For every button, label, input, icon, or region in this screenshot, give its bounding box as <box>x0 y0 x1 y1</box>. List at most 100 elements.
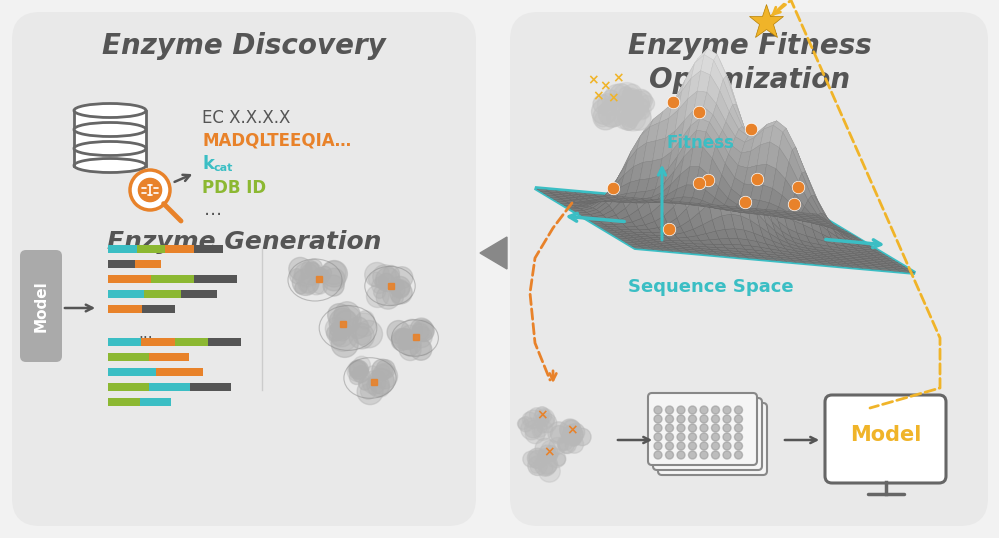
Polygon shape <box>751 254 764 258</box>
Polygon shape <box>755 209 768 211</box>
Circle shape <box>613 82 640 109</box>
Polygon shape <box>597 196 610 199</box>
Circle shape <box>693 429 701 437</box>
Circle shape <box>710 452 718 460</box>
Polygon shape <box>821 258 833 260</box>
Polygon shape <box>804 200 817 217</box>
Polygon shape <box>623 192 636 200</box>
Polygon shape <box>766 244 779 251</box>
Circle shape <box>335 310 358 334</box>
Polygon shape <box>658 152 671 176</box>
Circle shape <box>723 424 731 432</box>
Polygon shape <box>677 126 690 156</box>
Circle shape <box>629 98 649 117</box>
Circle shape <box>349 361 367 379</box>
Polygon shape <box>680 147 693 174</box>
Polygon shape <box>654 216 667 228</box>
Polygon shape <box>613 201 626 202</box>
Circle shape <box>711 433 719 441</box>
Polygon shape <box>750 185 763 201</box>
Polygon shape <box>635 185 648 209</box>
Polygon shape <box>662 240 675 243</box>
Polygon shape <box>796 214 809 217</box>
Polygon shape <box>678 245 691 248</box>
Polygon shape <box>750 220 763 237</box>
Polygon shape <box>832 250 845 253</box>
Polygon shape <box>631 246 644 249</box>
Polygon shape <box>745 208 758 210</box>
Polygon shape <box>793 160 806 195</box>
Polygon shape <box>855 254 867 257</box>
Text: ×: × <box>612 71 623 85</box>
Polygon shape <box>578 194 591 197</box>
Polygon shape <box>776 121 789 139</box>
Polygon shape <box>553 199 566 202</box>
Polygon shape <box>549 192 562 195</box>
Polygon shape <box>816 221 829 224</box>
Polygon shape <box>843 261 856 264</box>
Text: ×: × <box>607 91 618 105</box>
Polygon shape <box>840 265 853 267</box>
Circle shape <box>705 429 713 437</box>
Polygon shape <box>617 182 630 196</box>
Polygon shape <box>621 149 634 171</box>
Polygon shape <box>810 217 823 225</box>
Polygon shape <box>881 265 894 268</box>
Circle shape <box>289 257 312 280</box>
Polygon shape <box>755 174 768 209</box>
Circle shape <box>573 428 591 445</box>
Text: Fitness: Fitness <box>666 134 734 152</box>
Polygon shape <box>721 205 734 211</box>
Polygon shape <box>840 233 853 241</box>
Circle shape <box>688 451 696 459</box>
Polygon shape <box>722 214 734 229</box>
Polygon shape <box>670 197 683 202</box>
Polygon shape <box>907 271 915 273</box>
Circle shape <box>602 90 620 108</box>
Circle shape <box>529 408 543 421</box>
Polygon shape <box>780 257 793 260</box>
Circle shape <box>711 442 719 450</box>
Polygon shape <box>782 244 795 251</box>
Polygon shape <box>826 226 839 229</box>
Polygon shape <box>601 186 614 199</box>
Circle shape <box>369 272 383 286</box>
Polygon shape <box>569 199 582 201</box>
Circle shape <box>290 268 305 284</box>
Polygon shape <box>819 223 832 225</box>
Polygon shape <box>745 256 758 259</box>
Polygon shape <box>789 150 802 181</box>
Polygon shape <box>783 211 796 214</box>
Circle shape <box>597 94 619 116</box>
Circle shape <box>535 407 549 421</box>
Circle shape <box>622 116 636 130</box>
Polygon shape <box>876 252 884 254</box>
Polygon shape <box>581 196 594 199</box>
Polygon shape <box>767 254 780 257</box>
Polygon shape <box>859 241 867 244</box>
Polygon shape <box>706 123 719 145</box>
Circle shape <box>710 443 718 451</box>
Polygon shape <box>658 224 671 232</box>
Circle shape <box>739 447 747 455</box>
Polygon shape <box>573 205 586 207</box>
Polygon shape <box>789 252 802 256</box>
Circle shape <box>538 449 550 461</box>
Polygon shape <box>709 115 722 137</box>
Polygon shape <box>652 138 665 161</box>
Polygon shape <box>591 221 603 224</box>
Polygon shape <box>740 153 753 194</box>
Circle shape <box>569 436 579 446</box>
Polygon shape <box>736 125 749 172</box>
Circle shape <box>528 450 547 469</box>
Circle shape <box>665 424 673 432</box>
Bar <box>108 398 140 406</box>
Circle shape <box>335 324 349 339</box>
Circle shape <box>677 424 685 432</box>
Polygon shape <box>618 175 631 200</box>
Circle shape <box>659 447 667 455</box>
Polygon shape <box>779 132 792 162</box>
Circle shape <box>537 415 548 426</box>
Polygon shape <box>784 216 797 232</box>
Polygon shape <box>707 253 720 256</box>
